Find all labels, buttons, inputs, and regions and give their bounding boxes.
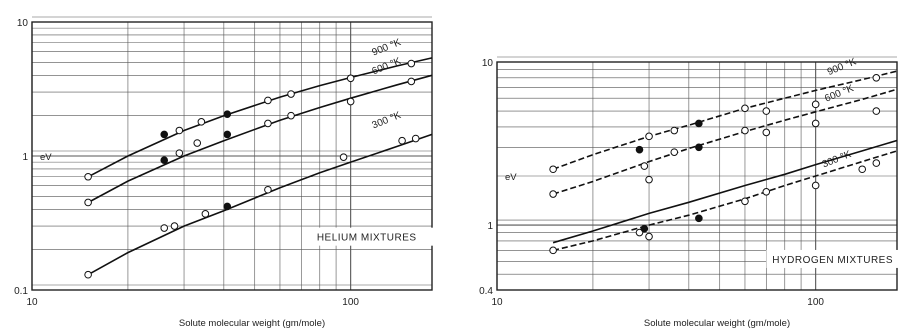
plot-frame (496, 61, 898, 291)
data-point-open (175, 149, 184, 157)
series-900K: 900 °K (84, 37, 433, 181)
data-point-filled (160, 156, 169, 165)
data-point-open (175, 126, 184, 135)
data-point-open (741, 104, 749, 113)
series-line (87, 74, 433, 204)
data-point-open (84, 270, 92, 279)
data-point-open (84, 198, 92, 207)
data-point-open (346, 97, 355, 106)
annotation-box (310, 227, 451, 246)
series-line (552, 150, 898, 252)
x-axis-label: Solute molecular weight (gm/mole) (644, 318, 790, 329)
series-label: 300 °K (371, 110, 403, 132)
series-300K: 300 °K (84, 110, 433, 279)
data-point-open (762, 188, 771, 196)
data-point-open (398, 136, 406, 145)
data-point-open (201, 210, 210, 218)
series-label: 600 °K (371, 56, 403, 78)
data-point-filled (223, 130, 232, 139)
annotation-text: HELIUM MIXTURES (317, 233, 417, 244)
x-tick-label: 10 (26, 297, 38, 308)
series-600K: 600 °K (84, 56, 433, 207)
data-point-open (858, 165, 867, 174)
data-point-open (645, 175, 653, 184)
data-point-open (811, 100, 820, 109)
data-point-open (645, 232, 653, 241)
x-axis-label: Solute molecular weight (gm/mole) (179, 318, 325, 329)
data-point-open (170, 222, 179, 230)
chart-panel-2: 10 100 0.4 1 10 Solute molecular weight (gm/m… (479, 56, 903, 329)
data-point-open (411, 134, 420, 143)
data-point-open (549, 165, 557, 174)
data-point-open (264, 119, 272, 128)
x-tick-label: 10 (491, 297, 503, 308)
y-tick-label: 0.4 (479, 286, 493, 297)
y-tick-label: 10 (482, 58, 494, 69)
series-label: 300 °K (821, 149, 853, 171)
data-point-open (346, 74, 355, 83)
data-point-open (407, 59, 416, 68)
grid (31, 16, 432, 291)
data-point-open (287, 90, 295, 98)
data-point-open (640, 162, 649, 170)
series-line (87, 57, 433, 178)
data-point-open (670, 148, 679, 156)
series-label: 900 °K (826, 56, 858, 78)
annotation-text: HYDROGEN MIXTURES (772, 255, 893, 266)
series-line (87, 133, 433, 276)
y-tick-label: 1 (487, 221, 493, 232)
y-axis-label: eV (40, 152, 52, 163)
mixture-annotation: HELIUM MIXTURES (310, 227, 451, 246)
data-point-open (549, 190, 557, 198)
data-point-open (670, 126, 679, 135)
data-point-open (264, 185, 272, 194)
data-point-open (872, 159, 881, 167)
y-tick-label: 1 (22, 152, 28, 163)
series-line (552, 88, 898, 195)
data-point-open (872, 74, 881, 82)
data-point-open (197, 117, 206, 126)
mixture-annotation: HYDROGEN MIXTURES (766, 249, 903, 268)
data-point-filled (695, 214, 703, 223)
data-point-open (645, 132, 653, 141)
data-point-open (741, 126, 749, 135)
data-point-open (811, 181, 820, 190)
x-tick-label: 100 (807, 297, 824, 308)
series-line (552, 139, 898, 244)
data-point-filled (160, 130, 169, 139)
annotation-box (766, 249, 903, 268)
data-point-open (339, 153, 348, 161)
y-tick-label: 10 (17, 18, 29, 29)
data-point-open (287, 111, 295, 120)
data-point-open (762, 107, 771, 115)
chart-panel-1: 10 100 0.1 1 10 Solute molecular weight (gm/m… (14, 16, 451, 329)
series-unlabeled (552, 139, 898, 244)
data-point-open (549, 246, 557, 255)
x-tick-label: 100 (342, 297, 359, 308)
y-tick-label: 0.1 (14, 286, 28, 297)
data-point-filled (635, 145, 644, 154)
data-point-filled (695, 119, 703, 128)
data-point-open (160, 224, 169, 232)
data-point-open (811, 119, 820, 128)
series-label: 600 °K (823, 83, 855, 105)
data-point-filled (640, 224, 649, 233)
data-point-filled (223, 202, 232, 211)
data-point-open (872, 107, 881, 115)
series-600K: 600 °K (549, 83, 898, 198)
plot-frame (31, 21, 433, 291)
data-point-open (84, 172, 92, 181)
data-point-open (193, 139, 202, 147)
data-point-open (635, 228, 644, 237)
data-point-filled (223, 110, 232, 119)
data-point-filled (695, 143, 703, 152)
data-point-open (407, 77, 416, 86)
series-300K: 300 °K (549, 149, 898, 255)
data-point-open (762, 128, 771, 137)
y-axis-label: eV (505, 172, 517, 183)
data-point-open (264, 96, 272, 105)
data-point-open (741, 197, 749, 206)
